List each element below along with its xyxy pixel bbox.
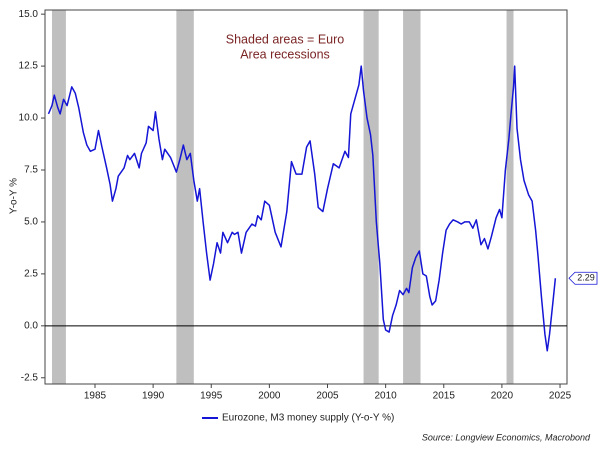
y-tick-label: -2.5	[21, 372, 39, 383]
x-tick-label: 1990	[142, 391, 165, 402]
recession-band	[51, 10, 66, 384]
recession-band	[176, 10, 194, 384]
annotation: Shaded areas = Euro	[226, 32, 345, 46]
y-tick-label: 12.5	[19, 61, 39, 72]
recession-band	[363, 10, 379, 384]
y-tick-label: 5.0	[24, 217, 38, 228]
source: Source: Longview Economics, Macrobond	[422, 432, 591, 442]
x-tick-label: 2010	[375, 391, 398, 402]
end-label-box	[568, 271, 598, 285]
legend-label: Eurozone, M3 money supply (Y-o-Y %)	[222, 413, 394, 424]
x-tick-label: 2020	[491, 391, 514, 402]
x-tick-label: 1995	[200, 391, 223, 402]
x-tick-label: 2000	[258, 391, 281, 402]
series-line	[47, 65, 557, 352]
annotation: Area recessions	[240, 47, 330, 61]
y-tick-label: 0.0	[24, 320, 38, 331]
x-tick-label: 2005	[316, 391, 339, 402]
y-axis-label: Y-o-Y %	[9, 178, 20, 214]
y-tick-label: 15.0	[19, 9, 39, 20]
y-tick-label: 2.5	[24, 269, 38, 280]
y-tick-label: 10.0	[19, 113, 39, 124]
plot-frame	[44, 9, 568, 385]
y-tick-label: 7.5	[24, 165, 38, 176]
x-tick-label: 2015	[433, 391, 456, 402]
end-label: 2.29	[577, 273, 595, 283]
recession-band	[506, 10, 514, 384]
x-tick-label: 2025	[549, 391, 572, 402]
recession-band	[403, 10, 421, 384]
x-tick-label: 1985	[84, 391, 107, 402]
